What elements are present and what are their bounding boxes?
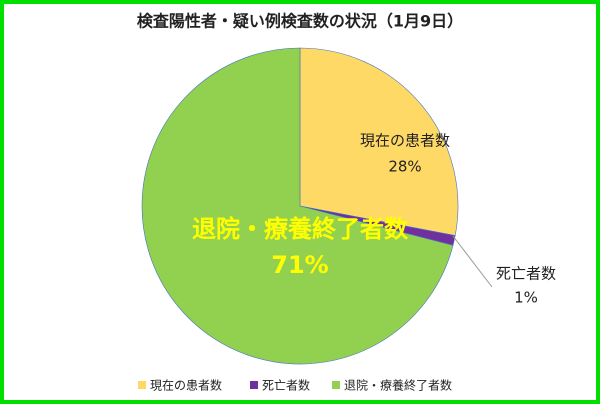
- legend-label: 死亡者数: [262, 378, 310, 393]
- legend-label: 退院・療養終了者数: [344, 378, 452, 393]
- data-label-value: 1%: [514, 289, 538, 307]
- chart-title: 検査陽性者・疑い例検査数の状況（1月9日）: [137, 12, 463, 31]
- legend-swatch: [138, 381, 146, 389]
- leader-line: [452, 235, 493, 288]
- pie-slice: [141, 47, 454, 365]
- legend-swatch: [332, 381, 340, 389]
- data-label-value: 71%: [271, 251, 328, 279]
- data-label-name: 現在の患者数: [360, 132, 450, 150]
- data-label-value: 28%: [388, 158, 421, 176]
- legend-label: 現在の患者数: [150, 378, 222, 393]
- data-label-name: 死亡者数: [496, 265, 556, 283]
- data-label-name: 退院・療養終了者数: [192, 215, 409, 243]
- pie-slice: [299, 47, 459, 236]
- legend-swatch: [250, 381, 258, 389]
